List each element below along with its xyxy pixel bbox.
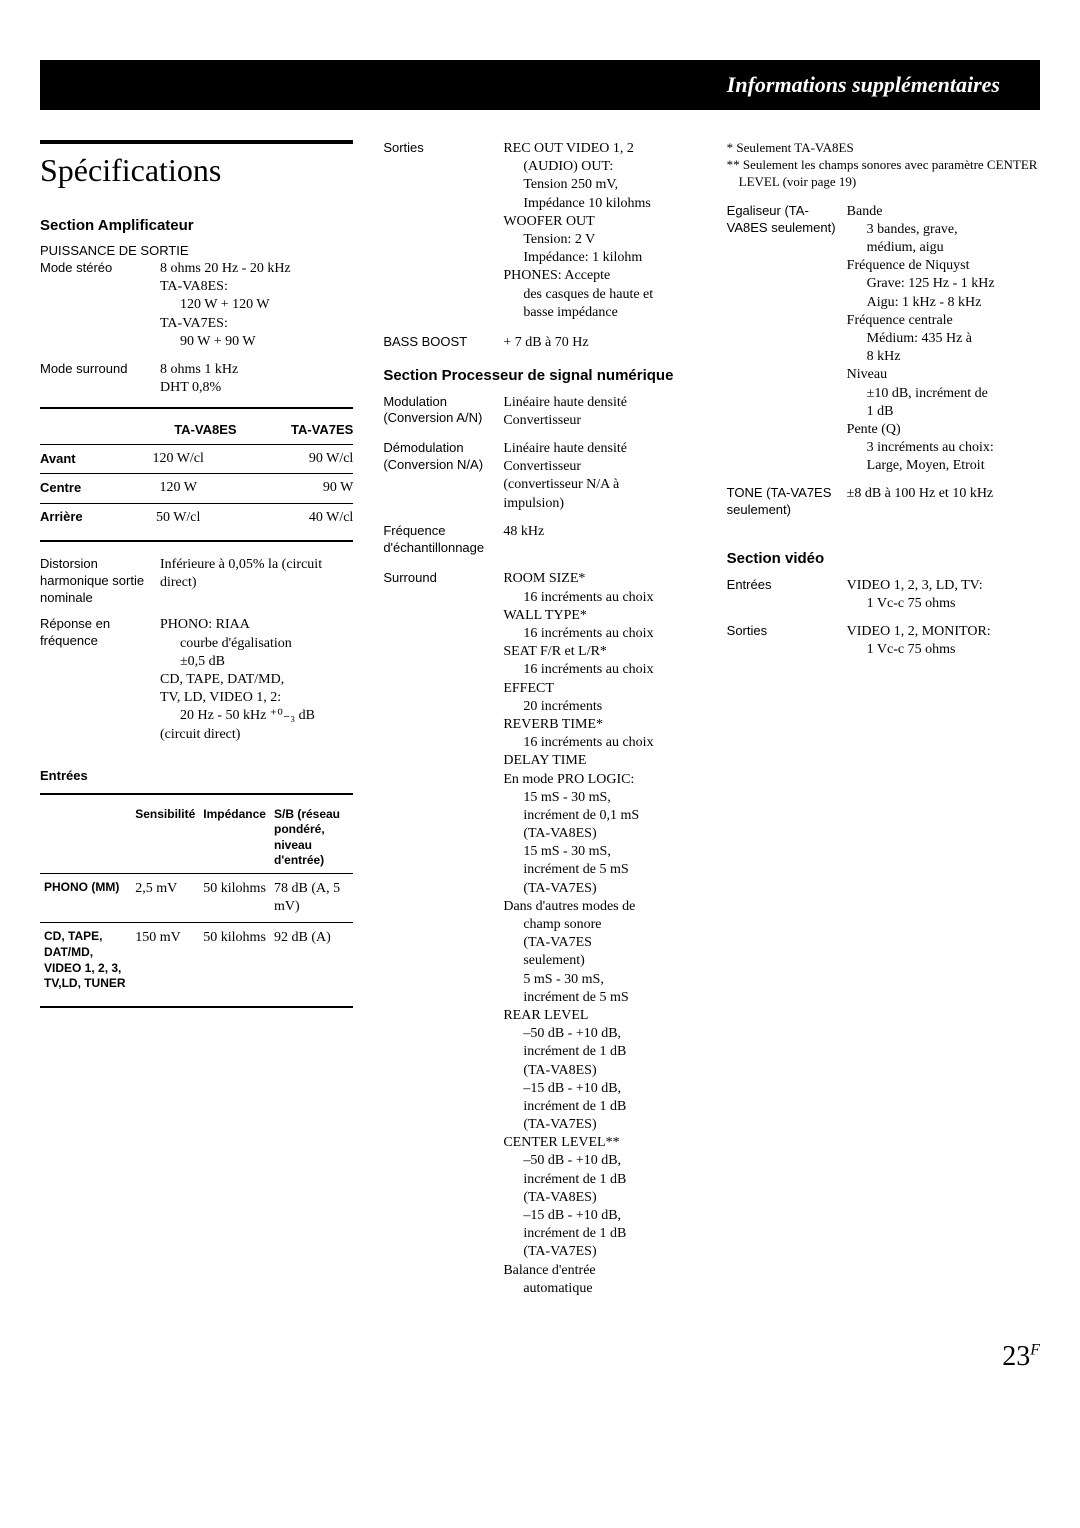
stereo-key: Mode stéréo [40,260,160,351]
fe-val: 48 kHz [503,523,696,557]
table-row: Avant120 W/cl90 W/cl [40,445,353,474]
surround-row: Mode surround 8 ohms 1 kHz DHT 0,8% [40,361,353,397]
eq-val: Bande 3 bandes, grave, médium, aigu Fréq… [847,203,1040,476]
table-row: Centre120 W90 W [40,474,353,503]
bass-key: BASS BOOST [383,334,503,352]
sorties-row: Sorties REC OUT VIDEO 1, 2 (AUDIO) OUT: … [383,140,696,322]
header-bar: Informations supplémentaires [40,60,1040,110]
mod-row: Modulation (Conversion A/N) Linéaire hau… [383,394,696,430]
distortion-val: Inférieure à 0,05% la (circuit direct) [160,556,353,607]
eq-key: Egaliseur (TA-VA8ES seulement) [727,203,847,476]
video-entrees-row: Entrées VIDEO 1, 2, 3, LD, TV: 1 Vc-c 75… [727,577,1040,613]
inputs-table: SensibilitéImpédanceS/B (réseau pondéré,… [40,793,353,1008]
table-row: CD, TAPE, DAT/MD, VIDEO 1, 2, 3, TV,LD, … [40,923,353,998]
video-entrees-val: VIDEO 1, 2, 3, LD, TV: 1 Vc-c 75 ohms [847,577,1040,613]
freq-val: PHONO: RIAA courbe d'égalisation ±0,5 dB… [160,616,353,743]
stereo-val: 8 ohms 20 Hz - 20 kHz TA-VA8ES: 120 W + … [160,260,353,351]
amp-section-head: Section Amplificateur [40,216,353,236]
tone-val: ±8 dB à 100 Hz et 10 kHz [847,485,1040,519]
video-sorties-key: Sorties [727,623,847,659]
puissance-label: PUISSANCE DE SORTIE [40,243,353,260]
video-head: Section vidéo [727,549,1040,569]
video-sorties-val: VIDEO 1, 2, MONITOR: 1 Vc-c 75 ohms [847,623,1040,659]
fe-row: Fréquence d'échantillonnage 48 kHz [383,523,696,557]
demod-key: Démodulation (Conversion N/A) [383,440,503,513]
video-entrees-key: Entrées [727,577,847,613]
demod-val: Linéaire haute densité Convertisseur (co… [503,440,696,513]
distortion-key: Distorsion harmonique sortie nominale [40,556,160,607]
sorties-key: Sorties [383,140,503,322]
freq-key: Réponse en fréquence [40,616,160,743]
eq-row: Egaliseur (TA-VA8ES seulement) Bande 3 b… [727,203,1040,476]
footnotes: * Seulement TA-VA8ES ** Seulement les ch… [727,140,1040,191]
surround-spec-val: ROOM SIZE*16 incréments au choix WALL TY… [503,570,696,1298]
video-sorties-row: Sorties VIDEO 1, 2, MONITOR: 1 Vc-c 75 o… [727,623,1040,659]
tone-key: TONE (TA-VA7ES seulement) [727,485,847,519]
column-3: * Seulement TA-VA8ES ** Seulement les ch… [727,140,1040,1301]
bass-val: + 7 dB à 70 Hz [503,334,696,352]
surround-key: Mode surround [40,361,160,397]
fe-key: Fréquence d'échantillonnage [383,523,503,557]
table-row: Arrière50 W/cl40 W/cl [40,503,353,532]
demod-row: Démodulation (Conversion N/A) Linéaire h… [383,440,696,513]
table-row: PHONO (MM)2,5 mV50 kilohms78 dB (A, 5 mV… [40,874,353,923]
header-text: Informations supplémentaires [727,72,1000,98]
stereo-row: Mode stéréo 8 ohms 20 Hz - 20 kHz TA-VA8… [40,260,353,351]
mod-key: Modulation (Conversion A/N) [383,394,503,430]
surround-spec-key: Surround [383,570,503,1298]
entrees-head: Entrées [40,768,353,785]
page-number: 23F [0,1341,1080,1413]
column-1: Spécifications Section Amplificateur PUI… [40,140,353,1301]
freq-row: Réponse en fréquence PHONO: RIAA courbe … [40,616,353,743]
mod-val: Linéaire haute densité Convertisseur [503,394,696,430]
column-2: Sorties REC OUT VIDEO 1, 2 (AUDIO) OUT: … [383,140,696,1301]
power-table: TA-VA8ESTA-VA7ES Avant120 W/cl90 W/cl Ce… [40,407,353,541]
page-title: Spécifications [40,152,221,188]
bass-row: BASS BOOST + 7 dB à 70 Hz [383,334,696,352]
surround-spec-row: Surround ROOM SIZE*16 incréments au choi… [383,570,696,1298]
page-content: Spécifications Section Amplificateur PUI… [0,110,1080,1341]
title-block: Spécifications [40,140,353,192]
distortion-row: Distorsion harmonique sortie nominale In… [40,556,353,607]
tone-row: TONE (TA-VA7ES seulement) ±8 dB à 100 Hz… [727,485,1040,519]
surround-val: 8 ohms 1 kHz DHT 0,8% [160,361,353,397]
sorties-val: REC OUT VIDEO 1, 2 (AUDIO) OUT: Tension … [503,140,696,322]
dsp-head: Section Processeur de signal numérique [383,366,696,386]
